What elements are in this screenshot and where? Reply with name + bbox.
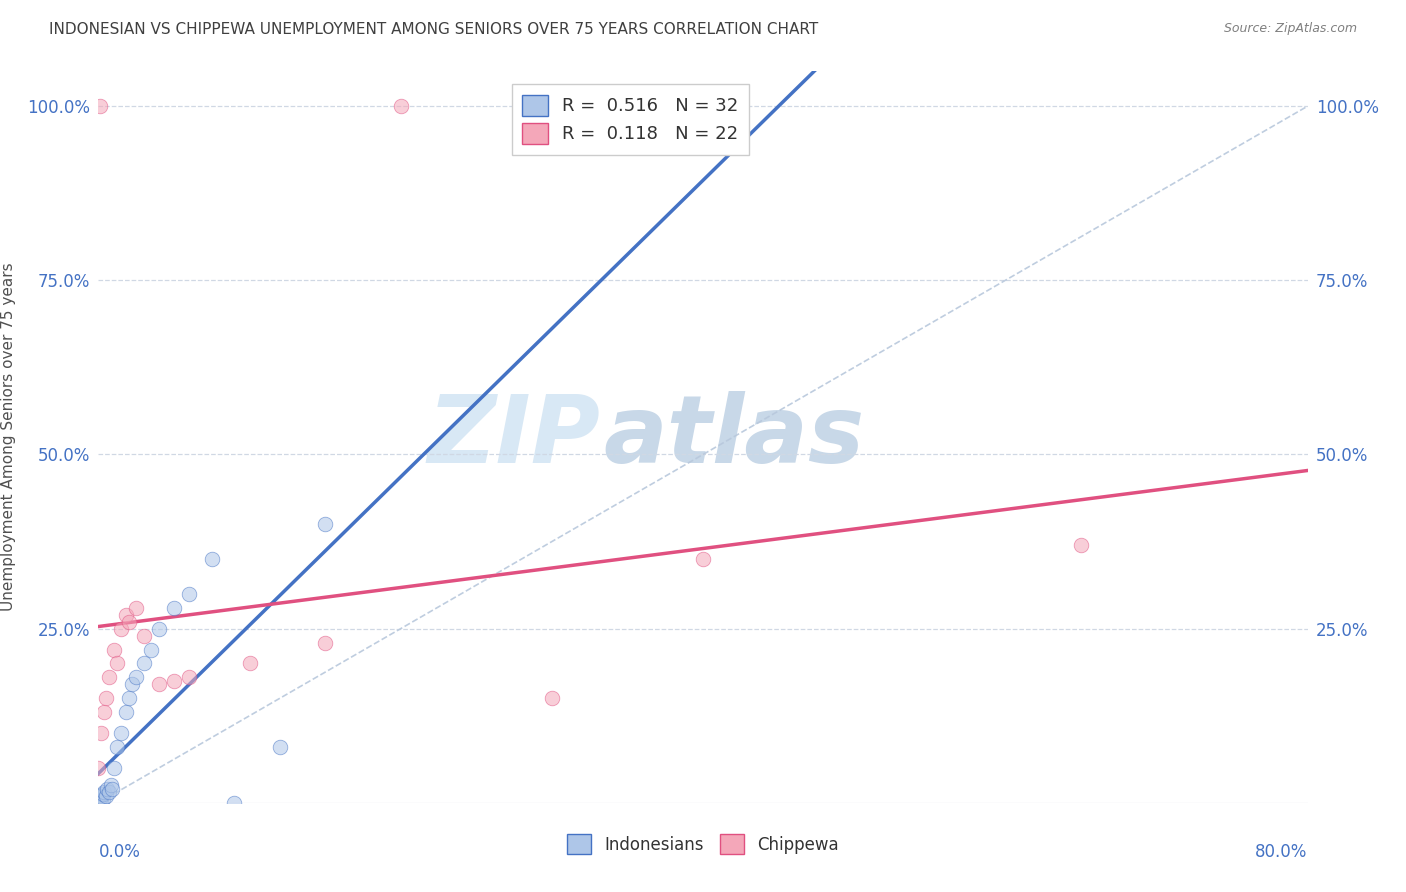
Point	[98, 785, 121, 799]
Point	[118, 615, 141, 629]
Point	[148, 677, 170, 691]
Point	[103, 761, 125, 775]
Y-axis label: Unemployment Among Seniors over 75 years: Unemployment Among Seniors over 75 years	[1, 263, 15, 611]
Point	[132, 629, 155, 643]
Point	[105, 657, 128, 671]
Point	[91, 792, 114, 806]
Point	[132, 657, 155, 671]
Point	[89, 99, 111, 113]
Point	[121, 677, 143, 691]
Point	[163, 600, 186, 615]
Point	[94, 691, 117, 706]
Point	[87, 789, 110, 803]
Point	[114, 705, 136, 719]
Point	[179, 670, 201, 684]
Point	[100, 778, 122, 792]
Point	[94, 789, 117, 803]
Text: INDONESIAN VS CHIPPEWA UNEMPLOYMENT AMONG SENIORS OVER 75 YEARS CORRELATION CHAR: INDONESIAN VS CHIPPEWA UNEMPLOYMENT AMON…	[49, 22, 818, 37]
Point	[90, 790, 112, 805]
Text: atlas: atlas	[603, 391, 865, 483]
Point	[540, 691, 562, 706]
Point	[110, 726, 132, 740]
Text: 0.0%: 0.0%	[98, 843, 141, 861]
Text: ZIP: ZIP	[427, 391, 600, 483]
Point	[89, 789, 111, 803]
Point	[269, 740, 291, 755]
Point	[141, 642, 163, 657]
Text: 80.0%: 80.0%	[1256, 843, 1308, 861]
Point	[105, 740, 128, 755]
Point	[87, 792, 110, 806]
Legend: Indonesians, Chippewa: Indonesians, Chippewa	[561, 828, 845, 860]
Point	[179, 587, 201, 601]
Point	[148, 622, 170, 636]
Point	[90, 726, 112, 740]
Point	[125, 600, 148, 615]
Point	[96, 781, 118, 796]
Point	[239, 657, 262, 671]
Point	[163, 673, 186, 688]
Point	[118, 691, 141, 706]
Point	[125, 670, 148, 684]
Point	[314, 517, 336, 532]
Text: Source: ZipAtlas.com: Source: ZipAtlas.com	[1223, 22, 1357, 36]
Point	[1070, 538, 1092, 552]
Point	[87, 796, 110, 810]
Point	[103, 642, 125, 657]
Point	[201, 552, 224, 566]
Point	[314, 635, 336, 649]
Point	[98, 670, 121, 684]
Point	[110, 622, 132, 636]
Point	[87, 761, 110, 775]
Point	[93, 785, 115, 799]
Point	[87, 796, 110, 810]
Point	[224, 796, 246, 810]
Point	[114, 607, 136, 622]
Point	[389, 99, 412, 113]
Point	[90, 796, 112, 810]
Point	[101, 781, 124, 796]
Point	[93, 705, 115, 719]
Point	[89, 792, 111, 806]
Point	[692, 552, 714, 566]
Point	[91, 788, 114, 802]
